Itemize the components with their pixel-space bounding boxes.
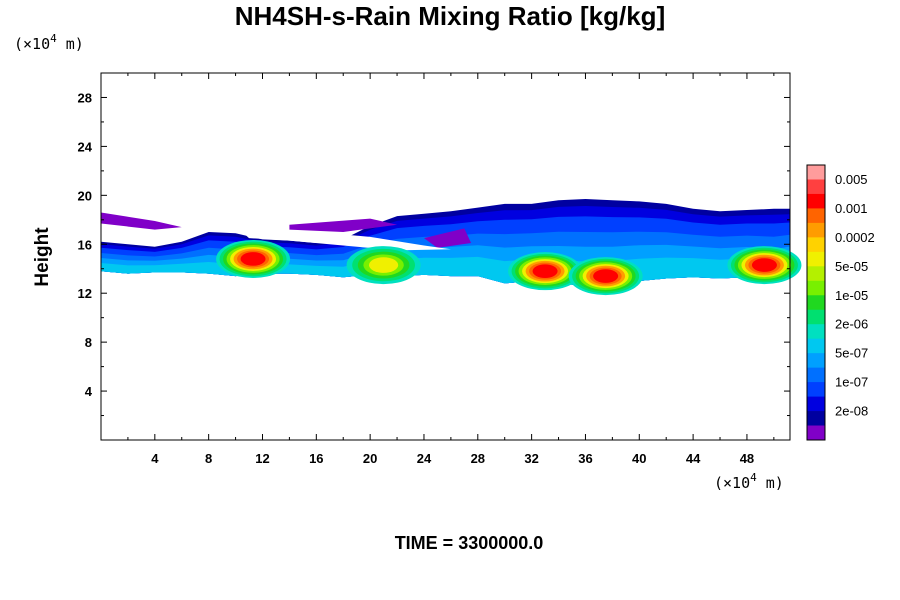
y-tick-label: 24 — [78, 139, 93, 154]
x-tick-label: 16 — [309, 451, 323, 466]
x-tick-label: 40 — [632, 451, 646, 466]
y-tick-label: 4 — [85, 384, 93, 399]
colorbar-label: 5e-07 — [835, 346, 868, 361]
colorbar-segment — [807, 222, 825, 238]
y-tick-label: 28 — [78, 90, 92, 105]
colorbar-segment — [807, 179, 825, 195]
intensity-contour — [532, 264, 558, 278]
colorbar-segment — [807, 280, 825, 296]
cloud-band — [101, 199, 802, 296]
band-fringe — [424, 228, 472, 248]
x-tick-label: 12 — [255, 451, 269, 466]
colorbar-frame — [806, 164, 826, 441]
colorbar-segment — [807, 338, 825, 354]
x-tick-label: 28 — [471, 451, 485, 466]
colorbar-segment — [807, 237, 825, 253]
intensity-contour — [751, 258, 777, 272]
x-tick-label: 8 — [205, 451, 212, 466]
y-tick-label: 8 — [85, 335, 92, 350]
x-axis-unit: (×104 m) — [714, 471, 784, 492]
time-label: TIME = 3300000.0 — [395, 533, 544, 553]
band-fringe — [101, 212, 182, 230]
colorbar-label: 5e-05 — [835, 259, 868, 274]
plot-area — [100, 72, 802, 441]
colorbar-segment — [807, 165, 825, 180]
y-tick-label: 12 — [78, 286, 92, 301]
colorbar-segment — [807, 193, 825, 209]
colorbar-segment — [807, 367, 825, 383]
colorbar-segment — [807, 309, 825, 325]
colorbar-segment — [807, 353, 825, 369]
colorbar-label: 0.001 — [835, 201, 868, 216]
x-tick-label: 24 — [417, 451, 432, 466]
colorbar-segment — [807, 266, 825, 282]
x-tick-label: 32 — [524, 451, 538, 466]
colorbar-label: 2e-08 — [835, 404, 868, 419]
colorbar-segment — [807, 295, 825, 311]
colorbar-segment — [807, 382, 825, 397]
band-fringe — [289, 218, 398, 232]
intensity-contour — [240, 252, 266, 266]
colorbar-label: 1e-05 — [835, 288, 868, 303]
colorbar-segment — [807, 425, 825, 441]
x-tick-label: 44 — [686, 451, 701, 466]
colorbar-segment — [807, 324, 825, 340]
colorbar-segment — [807, 208, 825, 224]
intensity-contour — [368, 257, 399, 273]
y-tick-label: 20 — [78, 188, 92, 203]
colorbar-segment — [807, 396, 825, 412]
x-tick-label: 36 — [578, 451, 592, 466]
x-tick-label: 4 — [151, 451, 159, 466]
colorbar: 0.005 0.001 0.0002 5e-05 1e-05 2e-06 5e-07 1e-0… — [806, 164, 875, 441]
chart-title: NH4SH-s-Rain Mixing Ratio [kg/kg] — [235, 1, 665, 31]
colorbar-label: 2e-06 — [835, 317, 868, 332]
colorbar-segment — [807, 411, 825, 426]
y-axis-label: Height — [32, 227, 53, 287]
intensity-contour — [593, 269, 619, 283]
x-tick-label: 20 — [363, 451, 377, 466]
y-tick-label: 16 — [78, 237, 92, 252]
band-gap — [235, 225, 451, 251]
colorbar-label: 1e-07 — [835, 375, 868, 390]
colorbar-label: 0.0002 — [835, 230, 875, 245]
y-axis-unit: (×104 m) — [14, 32, 84, 53]
colorbar-label: 0.005 — [835, 172, 868, 187]
x-tick-label: 48 — [740, 451, 754, 466]
colorbar-segment — [807, 251, 825, 267]
